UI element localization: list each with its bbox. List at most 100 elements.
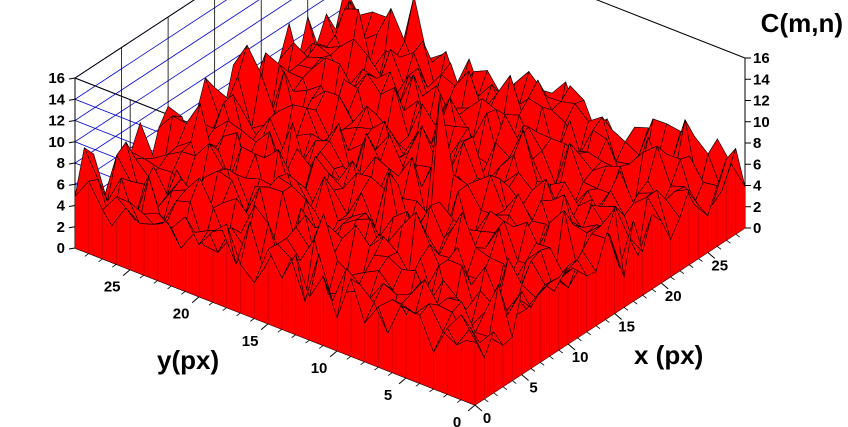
x-minor-tick [558,349,564,354]
z-tick-label-left: 8 [57,155,65,172]
y-tick [467,404,476,412]
y-minor-tick [250,318,255,322]
surface-skirt [502,336,513,388]
z-tick-label-right: 16 [753,50,770,67]
y-tick [260,323,269,331]
x-tick-label: 15 [618,318,635,335]
x-tick [521,374,529,381]
x-minor-tick [502,386,508,391]
z-tick-left [68,162,76,165]
z-tick-left [68,205,76,207]
y-minor-tick [167,285,172,290]
surface-skirt [540,282,550,363]
z-tick-left [68,226,76,229]
x-minor-tick [577,337,582,342]
y-minor-tick [415,383,421,387]
x-axis-title: x (px) [634,340,703,370]
x-tick-label: 10 [572,349,589,366]
z-tick-label-right: 2 [753,199,761,216]
frame-edge [595,0,746,59]
surface-skirt [405,307,420,384]
x-minor-tick [726,239,731,244]
x-minor-tick [493,392,498,397]
z-tick-label-left: 6 [57,176,65,193]
y-minor-tick [319,345,324,349]
z-tick-label-right: 14 [753,71,770,88]
x-tick [660,282,669,290]
x-minor-tick [642,294,647,299]
z-tick-left [68,77,76,80]
x-minor-tick [670,276,675,281]
z-tick-label-left: 10 [48,134,65,151]
y-minor-tick [112,263,117,268]
z-tick-left [68,98,76,101]
y-minor-tick [98,258,103,263]
z-tick-label-left: 14 [48,91,65,108]
y-tick-label: 15 [242,333,259,350]
x-tick [707,252,716,259]
z-tick-label-left: 2 [57,219,65,236]
x-minor-tick [595,325,601,329]
z-tick-label-right: 0 [753,220,761,237]
y-tick-label: 0 [453,414,461,427]
x-minor-tick [633,300,638,305]
x-minor-tick [605,319,610,323]
x-tick [567,343,576,351]
z-axis-title: C(m,n) [761,8,843,38]
z-tick-label-right: 6 [753,156,761,173]
y-tick [122,269,131,277]
x-minor-tick [623,307,629,311]
y-tick [191,296,200,304]
x-tick-label: 25 [711,257,728,274]
y-minor-tick [139,274,145,279]
y-tick-label: 20 [173,306,190,323]
z-tick-left [68,183,76,186]
y-minor-tick [277,328,283,333]
z-tick-label-left: 16 [48,70,65,87]
z-tick-label-left: 0 [57,240,65,257]
y-minor-tick [222,307,227,311]
y-minor-tick [84,253,90,257]
z-tick-left [68,120,76,122]
y-minor-tick [374,366,379,371]
x-minor-tick [586,331,591,336]
surface-cell [460,314,485,358]
frame-edge [74,0,195,79]
x-minor-tick [651,288,657,293]
z-tick-label-left: 4 [57,198,66,215]
x-minor-tick [735,233,740,238]
y-tick-label: 25 [104,279,121,296]
z-tick-left [68,141,76,144]
y-minor-tick [360,361,365,366]
x-tick-label: 20 [665,288,682,305]
tick-labels: 0 0 2 2 4 4 6 6 8 8 10 10 12 12 14 14 16 16 0 5 10 15 20 25 0 5 10… [48,50,770,427]
surface-skirt [651,214,662,290]
z-tick-label-left: 12 [48,113,65,130]
y-minor-tick [208,301,214,306]
y-minor-tick [443,393,448,398]
x-minor-tick [679,270,685,275]
y-tick [329,350,338,358]
x-minor-tick [530,368,536,372]
z-tick-label-right: 10 [753,114,770,131]
x-minor-tick [698,258,703,262]
y-axis-title: y(px) [157,345,219,375]
x-tick-label: 5 [529,379,537,396]
y-minor-tick [429,388,434,393]
y-minor-tick [456,399,462,403]
x-minor-tick [688,264,694,268]
y-tick [398,377,407,385]
surface-skirt [586,271,597,333]
y-minor-tick [388,372,393,376]
z-tick-label-right: 12 [753,93,770,110]
x-tick [614,313,622,320]
y-minor-tick [346,355,352,360]
y-minor-tick [181,290,186,295]
surface-mesh [74,0,746,406]
axis-ticks [68,57,751,412]
x-minor-tick [484,398,489,403]
y-tick-label: 5 [384,387,392,404]
y-tick-label: 10 [311,360,328,377]
x-minor-tick [539,361,545,366]
